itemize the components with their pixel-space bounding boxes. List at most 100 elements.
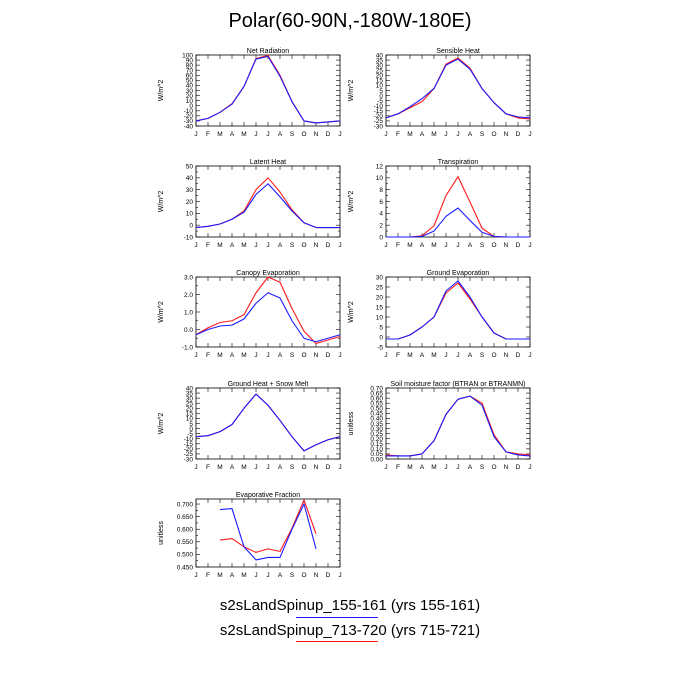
y-tick-label: 30 <box>186 187 194 194</box>
x-tick-label: M <box>217 242 222 249</box>
x-tick-label: M <box>407 131 412 138</box>
x-tick-label: A <box>420 352 425 359</box>
y-axis-label: W/m^2 <box>348 191 355 213</box>
y-tick-label: 50 <box>186 163 194 170</box>
y-tick-label: 40 <box>376 52 384 59</box>
x-tick-label: A <box>420 242 425 249</box>
x-tick-label: J <box>456 352 459 359</box>
y-axis-label: W/m^2 <box>348 80 355 102</box>
x-tick-label: S <box>480 131 485 138</box>
y-axis-label: W/m^2 <box>158 191 165 213</box>
y-tick-label: 25 <box>376 68 384 75</box>
y-tick-label: 2.0 <box>184 292 193 299</box>
x-tick-label: D <box>326 131 331 138</box>
y-tick-label: 0.650 <box>177 514 194 521</box>
x-tick-label: J <box>528 464 531 471</box>
x-tick-label: F <box>206 242 210 249</box>
series-line-run-b <box>386 176 530 238</box>
y-tick-label: 40 <box>186 385 194 392</box>
y-tick-label: 8 <box>379 187 383 194</box>
y-tick-label: 25 <box>376 284 384 291</box>
x-tick-label: J <box>444 242 447 249</box>
y-tick-label: 10 <box>186 211 194 218</box>
chart-title: Soil moisture factor (BTRAN or BTRANMN) <box>391 381 526 388</box>
y-tick-label: 0 <box>189 103 193 110</box>
x-tick-label: N <box>314 352 319 359</box>
x-tick-label: M <box>217 352 222 359</box>
x-tick-label: J <box>194 464 197 471</box>
x-tick-label: M <box>407 242 412 249</box>
y-tick-label: -40 <box>184 123 194 130</box>
series-line-run-a <box>195 183 340 229</box>
series-line-run-a <box>195 393 341 452</box>
x-tick-label: M <box>241 352 246 359</box>
y-tick-label: 15 <box>186 411 194 418</box>
y-tick-label: 10 <box>376 83 384 90</box>
x-tick-label: O <box>301 464 306 471</box>
x-tick-label: N <box>504 131 509 138</box>
chart-evaporative-fraction: Evaporative Fraction unitless 0.450 0.500 0.… <box>158 492 342 579</box>
x-tick-label: J <box>254 352 257 359</box>
x-tick-label: A <box>468 464 473 471</box>
y-tick-label: -10 <box>184 108 194 115</box>
y-tick-label: 15 <box>376 304 384 311</box>
y-tick-label: -30 <box>374 123 384 130</box>
y-tick-label: 10 <box>186 416 194 423</box>
chart-frame <box>195 387 341 460</box>
y-tick-label: 0.70 <box>370 385 383 392</box>
y-tick-label: 20 <box>186 199 194 206</box>
x-tick-label: J <box>194 131 197 138</box>
series-line-run-a <box>195 292 341 343</box>
x-tick-label: M <box>217 572 222 579</box>
y-tick-label: 0 <box>379 334 383 341</box>
series-line-run-b <box>195 54 341 124</box>
y-tick-label: 0.10 <box>370 446 383 453</box>
x-tick-label: M <box>431 464 436 471</box>
x-tick-label: D <box>326 352 331 359</box>
x-tick-label: A <box>230 242 235 249</box>
series-line-run-b <box>219 499 317 553</box>
y-tick-label: 0 <box>189 222 193 229</box>
series-line-run-a <box>219 503 317 561</box>
y-axis-label: W/m^2 <box>158 301 165 323</box>
y-axis-label: W/m^2 <box>348 301 355 323</box>
x-tick-label: F <box>396 352 400 359</box>
x-tick-label: J <box>528 242 531 249</box>
x-tick-label: J <box>266 464 269 471</box>
x-tick-label: S <box>480 242 485 249</box>
x-tick-label: S <box>290 572 295 579</box>
x-tick-label: D <box>516 464 521 471</box>
x-tick-label: N <box>314 464 319 471</box>
y-tick-label: 0.60 <box>370 395 383 402</box>
x-tick-label: F <box>396 242 400 249</box>
x-tick-label: M <box>217 131 222 138</box>
y-tick-label: 40 <box>186 83 194 90</box>
figure-title: Polar(60-90N,-180W-180E) <box>228 10 472 32</box>
y-tick-label: 25 <box>186 401 194 408</box>
chart-title: Transpiration <box>438 159 479 166</box>
y-tick-label: -10 <box>374 103 384 110</box>
x-tick-label: J <box>444 352 447 359</box>
x-tick-label: O <box>491 464 496 471</box>
x-tick-label: J <box>384 352 387 359</box>
y-tick-label: 0.25 <box>370 431 383 438</box>
x-tick-label: J <box>384 242 387 249</box>
x-tick-label: J <box>456 242 459 249</box>
x-tick-label: M <box>241 131 246 138</box>
x-tick-label: A <box>278 572 283 579</box>
y-tick-label: -5 <box>187 431 193 438</box>
y-tick-label: 0.0 <box>184 327 193 334</box>
legend-entry-run-a: s2sLandSpinup_155-161 (yrs 155-161) <box>219 597 481 614</box>
chart-title: Net Radiation <box>247 48 290 55</box>
chart-frame <box>385 54 531 127</box>
y-tick-label: 90 <box>186 57 194 64</box>
y-tick-label: 100 <box>182 52 193 59</box>
y-tick-label: 10 <box>186 98 194 105</box>
chart-soil-moisture-factor-btran-or-btranmn: Soil moisture factor (BTRAN or BTRANMN) u… <box>348 381 532 471</box>
x-tick-label: J <box>266 131 269 138</box>
x-tick-label: D <box>326 464 331 471</box>
y-tick-label: 30 <box>186 395 194 402</box>
y-tick-label: 30 <box>376 62 384 69</box>
x-tick-label: M <box>407 352 412 359</box>
